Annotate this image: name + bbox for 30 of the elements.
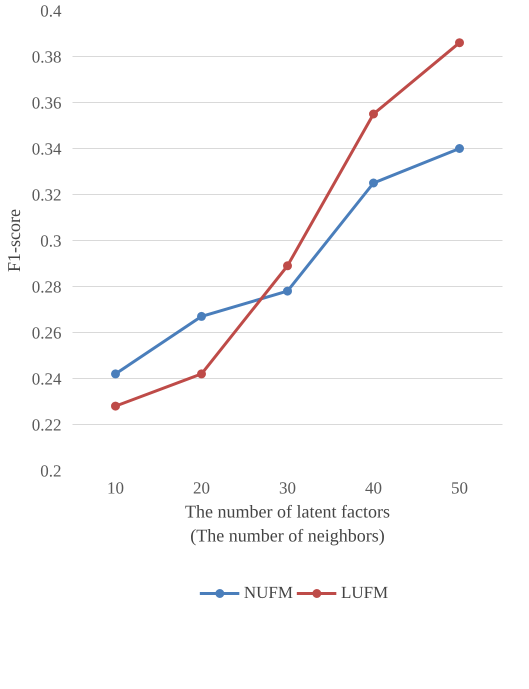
y-tick-label: 0.22: [32, 416, 62, 434]
point: [283, 286, 292, 296]
y-tick-label: 0.36: [32, 94, 62, 112]
x-tick-label: 20: [193, 478, 210, 498]
point: [369, 110, 378, 118]
y-tick-label: 0.32: [32, 186, 62, 204]
y-tick-label: 0.2: [40, 462, 62, 480]
point: [197, 369, 206, 378]
x-tick-label: 30: [279, 478, 296, 498]
legend-label: NUFM: [244, 583, 293, 603]
y-tick-label: 0.28: [32, 278, 62, 296]
x-tick-label: 50: [451, 478, 468, 498]
y-tick-label: 0.3: [40, 232, 62, 250]
point: [283, 261, 292, 270]
y-tick-label: 0.34: [32, 140, 62, 158]
x-tick-label: 10: [107, 478, 124, 498]
y-tick-label: 0.26: [32, 324, 62, 342]
point: [455, 38, 464, 48]
point: [111, 369, 120, 378]
point: [197, 312, 206, 321]
y-tick-label: 0.24: [32, 370, 62, 388]
point: [369, 178, 378, 188]
y-tick-label: 0.38: [32, 48, 62, 66]
point: [111, 402, 120, 411]
x-axis-title: The number of latent factors (The number of neighbors): [185, 502, 390, 546]
y-tick-label: 0.4: [40, 2, 62, 20]
x-tick-label: 40: [365, 478, 382, 498]
y-axis-title: F1-score: [4, 209, 24, 272]
point: [455, 144, 464, 153]
legend-label: LUFM: [340, 583, 388, 603]
